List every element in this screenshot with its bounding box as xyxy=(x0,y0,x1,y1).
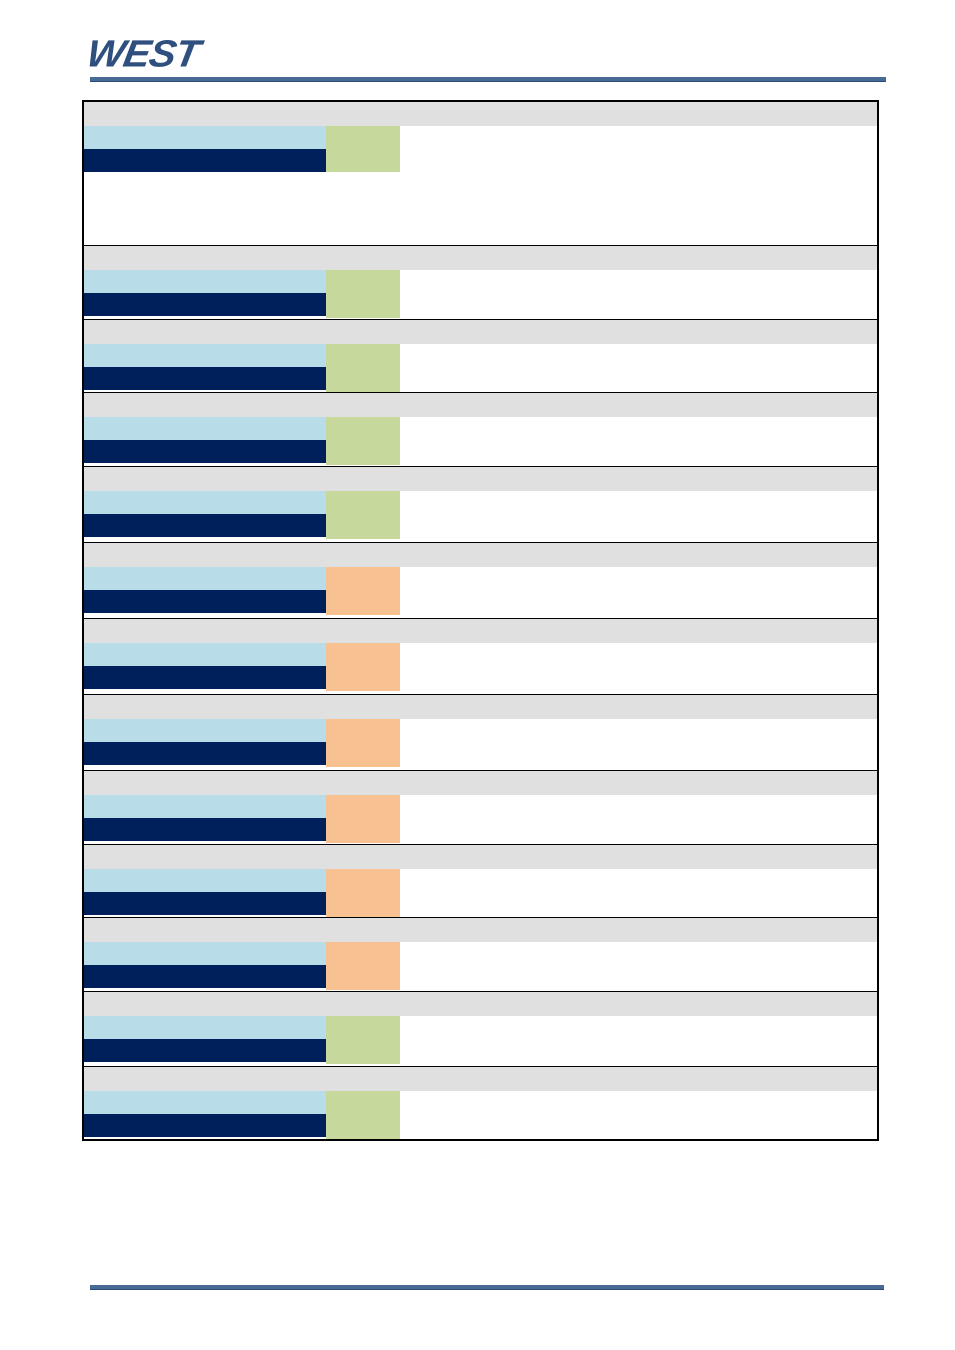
parameter-value-cell xyxy=(84,514,326,537)
section-header xyxy=(84,102,877,126)
status-indicator xyxy=(326,1016,400,1064)
status-indicator xyxy=(326,1091,400,1139)
section-header xyxy=(84,393,877,417)
parameter-name-cell xyxy=(84,491,326,514)
parameter-value-cell xyxy=(84,440,326,463)
section-header xyxy=(84,1067,877,1091)
parameter-name-cell xyxy=(84,270,326,293)
parameter-section xyxy=(84,392,877,466)
parameter-section xyxy=(84,770,877,844)
section-header xyxy=(84,771,877,795)
status-indicator xyxy=(326,795,400,843)
section-header xyxy=(84,320,877,344)
parameter-section xyxy=(84,844,877,917)
parameter-name-cell xyxy=(84,1091,326,1114)
parameter-value-cell xyxy=(84,666,326,689)
status-indicator xyxy=(326,417,400,465)
parameter-value-cell xyxy=(84,293,326,316)
parameter-name-cell xyxy=(84,869,326,892)
section-header xyxy=(84,992,877,1016)
parameter-name-cell xyxy=(84,417,326,440)
status-indicator xyxy=(326,344,400,392)
section-header xyxy=(84,695,877,719)
section-header xyxy=(84,619,877,643)
status-indicator xyxy=(326,719,400,767)
parameter-section xyxy=(84,694,877,770)
parameter-section xyxy=(84,991,877,1066)
section-header xyxy=(84,845,877,869)
section-header xyxy=(84,918,877,942)
parameter-value-cell xyxy=(84,1114,326,1137)
west-logo: WEST xyxy=(83,33,203,76)
parameter-name-cell xyxy=(84,1016,326,1039)
parameter-value-cell xyxy=(84,590,326,613)
section-header xyxy=(84,246,877,270)
parameter-name-cell xyxy=(84,942,326,965)
status-indicator xyxy=(326,491,400,539)
section-header xyxy=(84,467,877,491)
parameter-value-cell xyxy=(84,1039,326,1062)
parameter-value-cell xyxy=(84,367,326,390)
parameter-value-cell xyxy=(84,965,326,988)
status-indicator xyxy=(326,567,400,615)
status-indicator xyxy=(326,643,400,691)
parameter-name-cell xyxy=(84,643,326,666)
status-indicator xyxy=(326,942,400,990)
parameter-value-cell xyxy=(84,742,326,765)
section-header xyxy=(84,543,877,567)
parameter-section xyxy=(84,466,877,542)
parameter-section xyxy=(84,319,877,392)
parameter-section xyxy=(84,542,877,618)
parameter-name-cell xyxy=(84,795,326,818)
parameter-section xyxy=(84,618,877,694)
parameter-value-cell xyxy=(84,818,326,841)
status-indicator xyxy=(326,869,400,917)
parameter-section xyxy=(84,917,877,991)
status-indicator xyxy=(326,126,400,172)
header-rule xyxy=(90,77,886,82)
parameter-name-cell xyxy=(84,567,326,590)
parameter-name-cell xyxy=(84,126,326,149)
parameter-name-cell xyxy=(84,719,326,742)
footer-rule xyxy=(90,1285,884,1290)
parameter-value-cell xyxy=(84,892,326,915)
parameter-section xyxy=(84,1066,877,1139)
parameter-name-cell xyxy=(84,344,326,367)
parameter-section xyxy=(84,245,877,319)
status-indicator xyxy=(326,270,400,318)
parameter-value-cell xyxy=(84,149,326,172)
parameter-section xyxy=(84,102,877,245)
parameter-table xyxy=(82,100,879,1141)
